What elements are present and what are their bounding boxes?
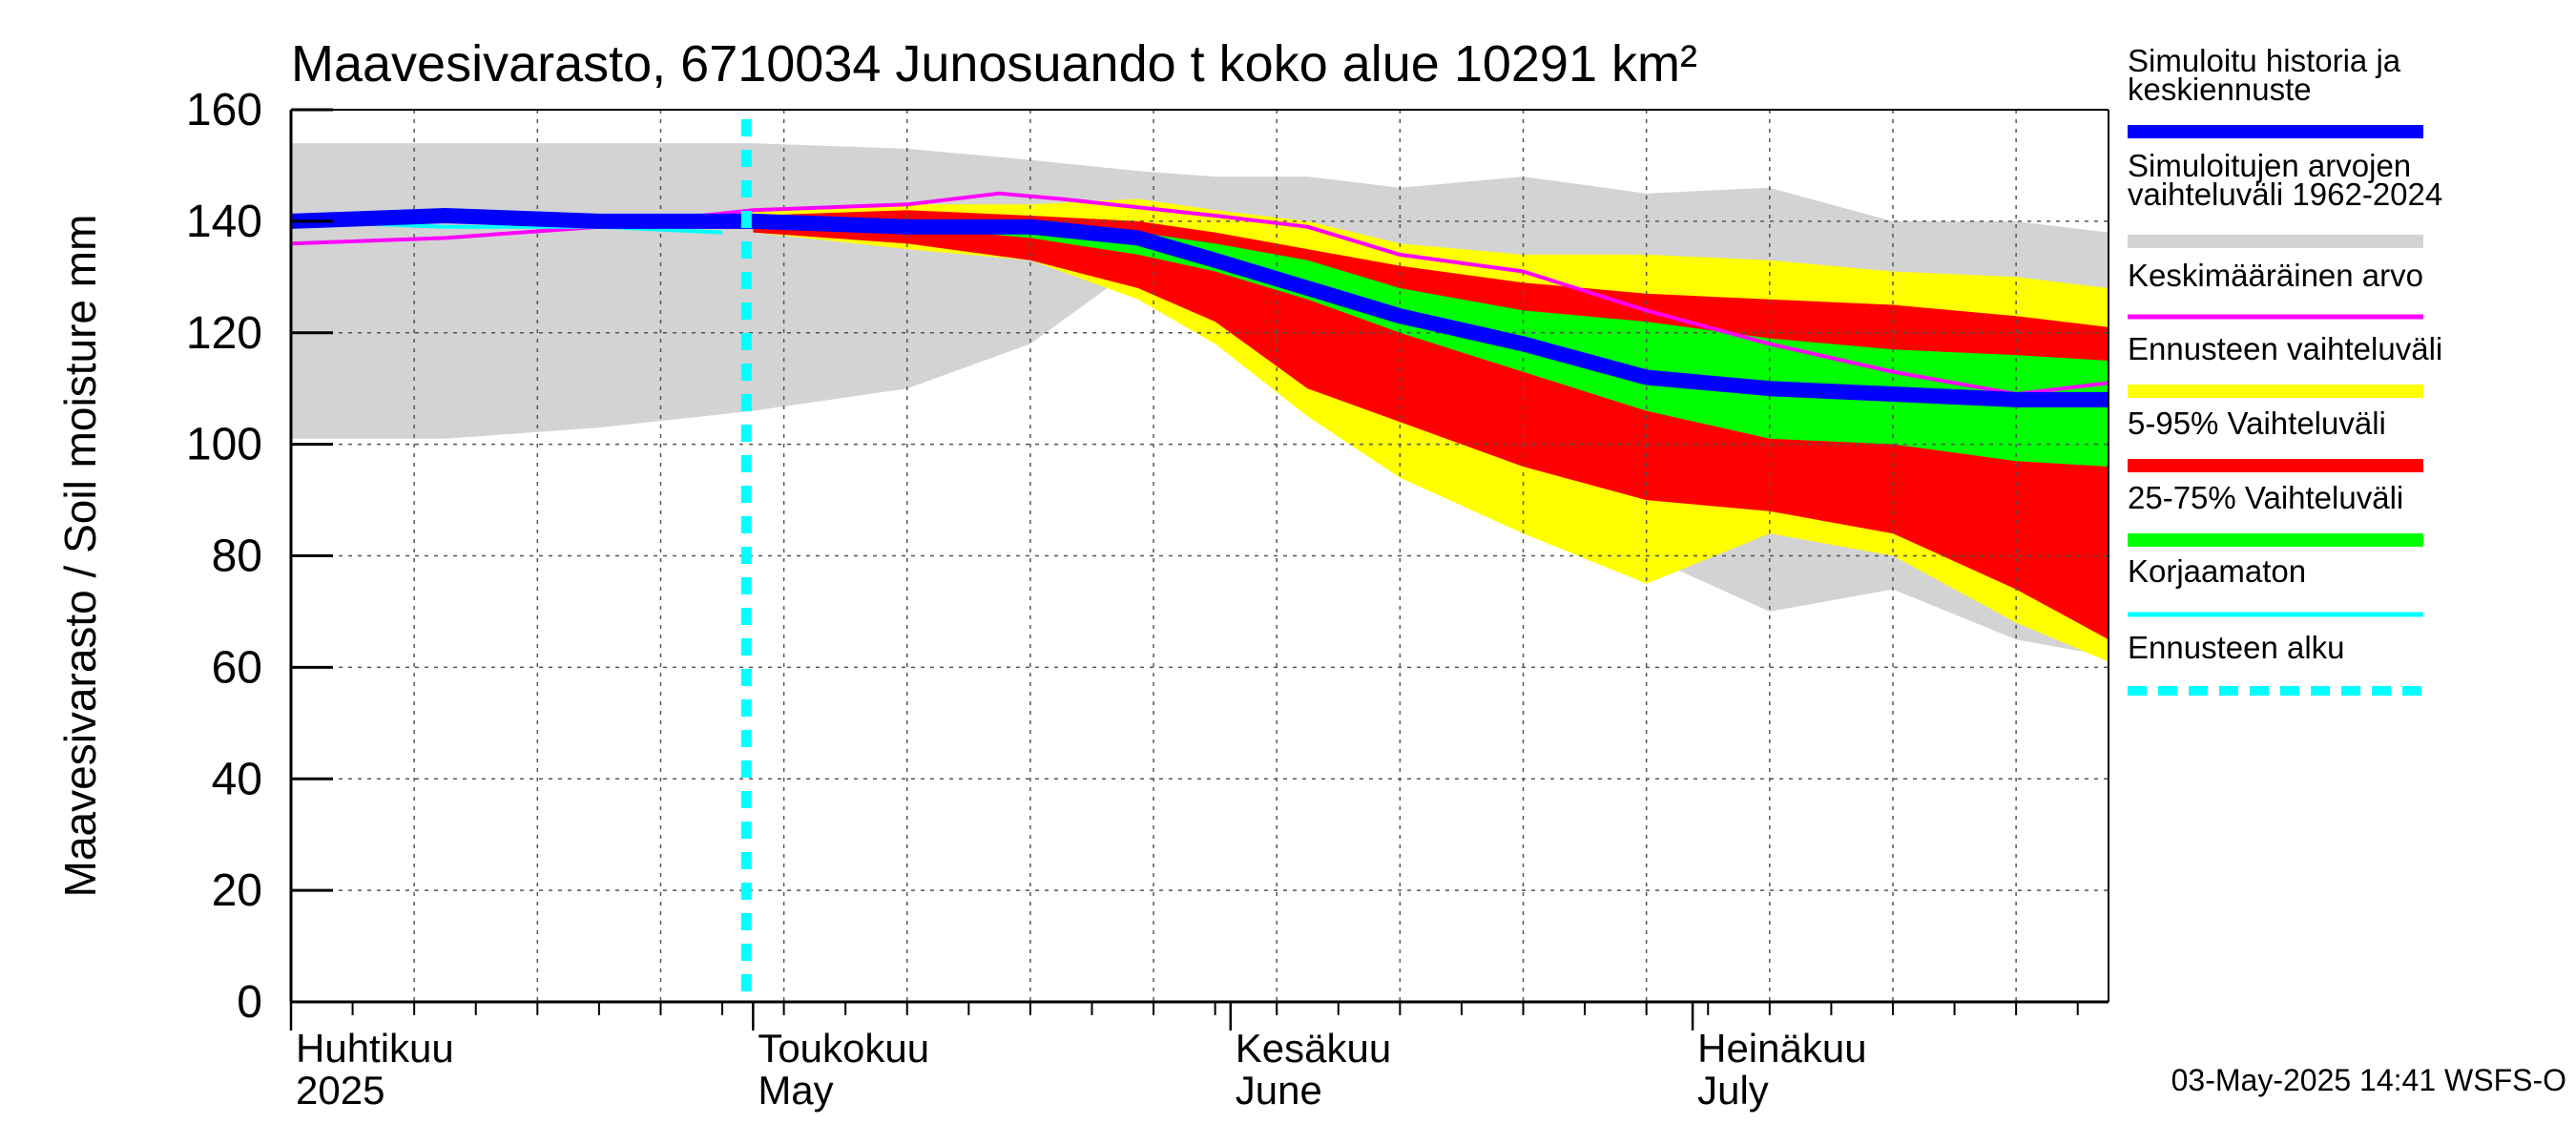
month-label-en: May — [758, 1068, 833, 1113]
legend-ennusteen-alku: Ennusteen alku — [2128, 630, 2423, 696]
legend-simuloitu-historia-ja-keskiennuste: Simuloitu historia ja keskiennuste — [2128, 43, 2423, 138]
legend-25-75-vaihteluv-li-text: 25-75% Vaihteluväli — [2128, 480, 2403, 515]
legend-simuloitujen-arvojen-vaihteluv-li-1962-2024-text: Simuloitujen arvojen vaihteluväli 1962-20… — [2128, 148, 2442, 212]
legend-simuloitujen-arvojen-vaihteluv-li-1962-2024: Simuloitujen arvojen vaihteluväli 1962-20… — [2128, 148, 2442, 248]
y-tick-label: 120 — [186, 308, 262, 359]
legend-keskim-r-inen-arvo-text: Keskimääräinen arvo — [2128, 258, 2423, 293]
legend-ennusteen-vaihteluv-li: Ennusteen vaihteluväli — [2128, 331, 2442, 398]
legend-keskim-r-inen-arvo: Keskimääräinen arvo — [2128, 258, 2423, 320]
y-tick-label: 160 — [186, 85, 262, 135]
legend-ennusteen-vaihteluv-li-text: Ennusteen vaihteluväli — [2128, 331, 2442, 366]
y-tick-label: 0 — [237, 977, 262, 1028]
month-label-en: June — [1236, 1068, 1322, 1113]
month-label-en: July — [1697, 1068, 1769, 1113]
line-simuloitu-historia-ja-keskiennuste — [290, 208, 2109, 407]
y-tick-label: 40 — [212, 754, 262, 804]
legend-simuloitu-historia-ja-keskiennuste-text: Simuloitu historia ja keskiennuste — [2128, 43, 2401, 107]
legend-25-75-vaihteluv-li: 25-75% Vaihteluväli — [2128, 480, 2423, 547]
month-label-fi: Toukokuu — [758, 1026, 929, 1071]
month-label-en: 2025 — [296, 1068, 384, 1113]
y-tick-label: 100 — [186, 420, 262, 470]
legend-5-95-vaihteluv-li-text: 5-95% Vaihteluväli — [2128, 406, 2386, 441]
legend-5-95-vaihteluv-li: 5-95% Vaihteluväli — [2128, 406, 2423, 472]
legend-korjaamaton-text: Korjaamaton — [2128, 553, 2306, 589]
month-label-fi: Kesäkuu — [1236, 1026, 1391, 1071]
month-label-fi: Huhtikuu — [296, 1026, 454, 1071]
y-tick-label: 60 — [212, 642, 262, 693]
timestamp: 03-May-2025 14:41 WSFS-O — [2171, 1063, 2566, 1097]
y-tick-label: 140 — [186, 197, 262, 247]
legend: Simuloitu historia ja keskiennuste Simuloi… — [2128, 43, 2442, 696]
y-tick-label: 20 — [212, 865, 262, 916]
y-axis-label: Maavesivarasto / Soil moisture mm — [55, 215, 105, 898]
month-label-fi: Heinäkuu — [1697, 1026, 1866, 1071]
plot-area — [290, 109, 2109, 1002]
legend-korjaamaton: Korjaamaton — [2128, 553, 2423, 617]
band-5-95-vaihteluv-li — [753, 210, 2109, 640]
legend-ennusteen-alku-text: Ennusteen alku — [2128, 630, 2345, 665]
band-25-75-vaihteluv-li — [753, 220, 2109, 467]
chart-title: Maavesivarasto, 6710034 Junosuando t kok… — [291, 35, 1697, 93]
y-tick-label: 80 — [212, 531, 262, 582]
